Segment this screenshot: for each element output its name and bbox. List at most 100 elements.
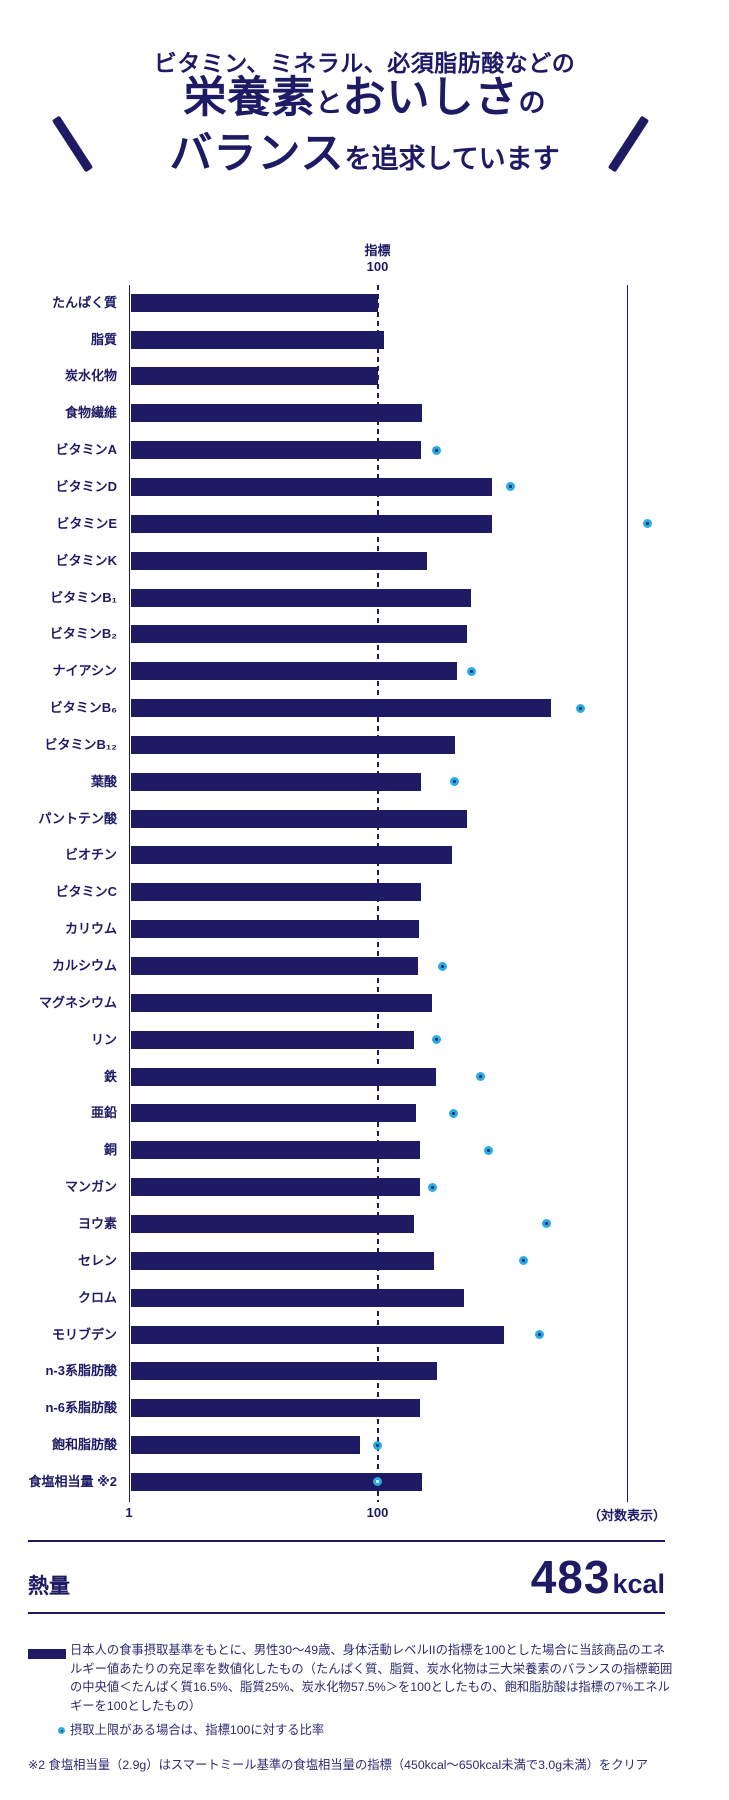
upper-limit-dot-center xyxy=(537,1333,541,1336)
energy-amount: 483kcal xyxy=(531,1550,665,1604)
upper-limit-dot xyxy=(450,777,460,787)
category-label: カリウム xyxy=(64,921,117,937)
upper-limit-dot-center xyxy=(478,1075,482,1079)
index-bar xyxy=(130,1399,420,1418)
category-label: 脂質 xyxy=(90,331,117,347)
energy-value: 483 xyxy=(530,1551,611,1603)
index-bar xyxy=(130,920,419,939)
legend-upper-limit-dot-icon xyxy=(58,1727,65,1734)
upper-limit-dot xyxy=(542,1219,552,1229)
category-label: 炭水化物 xyxy=(64,368,117,384)
title-word-nutrients: 栄養素 xyxy=(183,74,316,122)
upper-limit-dot-center xyxy=(376,1480,379,1484)
legend-bar-note-line: ルギー値あたりの充足率を数値化したもの（たんぱく質、脂質、炭水化物は三大栄養素の… xyxy=(70,1661,673,1676)
index-bar xyxy=(130,772,421,791)
category-label: ビタミンB₂ xyxy=(49,626,117,642)
index-bar xyxy=(130,662,458,681)
legend-bar-note-line: の中央値＜たんぱく質16.5%、脂質25%、炭水化物57.5%＞を100としたも… xyxy=(70,1680,670,1695)
category-label: マンガン xyxy=(64,1179,117,1195)
title-particle-no: の xyxy=(518,88,546,118)
index-bar xyxy=(130,367,378,386)
category-label: リン xyxy=(90,1031,117,1047)
category-label: ビタミンB₁ xyxy=(50,589,117,605)
reference-line-label-value: 100 xyxy=(366,259,389,274)
upper-limit-dot-center xyxy=(646,522,650,526)
category-label: ビタミンB₁₂ xyxy=(44,736,117,752)
index-bar xyxy=(130,330,384,349)
category-label: ビオチン xyxy=(64,847,117,863)
index-bar xyxy=(130,551,427,570)
upper-limit-dot xyxy=(483,1145,493,1155)
energy-unit: kcal xyxy=(612,1569,665,1599)
upper-limit-dot-center xyxy=(509,485,513,489)
index-bar xyxy=(130,1104,416,1123)
energy-divider-top xyxy=(28,1540,665,1542)
index-bar xyxy=(130,477,492,496)
upper-limit-dot xyxy=(575,703,585,713)
index-bar xyxy=(130,1362,437,1381)
index-bar xyxy=(130,699,552,718)
axis-tick-label-100: 100 xyxy=(366,1505,389,1520)
legend-bar-swatch xyxy=(28,1649,66,1659)
upper-limit-dot xyxy=(519,1256,529,1266)
index-bar xyxy=(130,441,422,460)
legend-bar-note-line: 日本人の食事摂取基準をもとに、男性30〜49歳、身体活動レベルIIの指標を100… xyxy=(70,1643,666,1657)
upper-limit-dot-center xyxy=(453,780,457,784)
upper-limit-dot-center xyxy=(440,964,444,968)
upper-limit-dot xyxy=(437,961,447,971)
axis-scale-type-label: （対数表示） xyxy=(587,1508,666,1523)
index-bar xyxy=(130,846,453,865)
index-bar xyxy=(130,1436,360,1455)
axis-left-line xyxy=(128,285,130,1502)
category-label: 鉄 xyxy=(103,1068,117,1084)
energy-divider-bottom xyxy=(28,1612,665,1614)
category-label: ヨウ素 xyxy=(77,1215,117,1231)
category-label: 食塩相当量 ※2 xyxy=(28,1473,117,1489)
title-word-balance: バランス xyxy=(169,130,345,178)
energy-row: 熱量 483kcal xyxy=(28,1550,665,1604)
reference-line-label: 指標 100 xyxy=(327,243,428,275)
upper-limit-dot-center xyxy=(578,706,582,710)
index-bar xyxy=(130,625,468,644)
index-bar xyxy=(130,514,492,533)
upper-limit-dot-center xyxy=(376,1443,379,1447)
category-label: セレン xyxy=(77,1252,117,1268)
axis-tick-label-min: 1 xyxy=(125,1505,133,1520)
index-bar xyxy=(130,588,472,607)
category-label: ビタミンC xyxy=(55,884,117,900)
index-bar xyxy=(130,957,419,975)
category-label: ビタミンE xyxy=(56,515,117,531)
category-label: カルシウム xyxy=(51,958,117,973)
category-label: パントテン酸 xyxy=(38,810,117,826)
category-label: 銅 xyxy=(103,1142,117,1158)
index-bar xyxy=(130,404,423,423)
title-main-line1: 栄養素とおいしさの xyxy=(0,70,729,136)
legend-upper-limit-note: 摂取上限がある場合は、指標100に対する比率 xyxy=(70,1723,325,1737)
category-label: ナイアシン xyxy=(52,663,117,679)
index-bar xyxy=(130,735,455,754)
index-bar xyxy=(130,1030,414,1049)
category-label: 飽和脂肪酸 xyxy=(51,1437,117,1453)
index-bar xyxy=(130,1325,505,1344)
index-bar xyxy=(130,293,378,312)
category-label: たんぱく質 xyxy=(51,294,117,310)
category-label: ビタミンK xyxy=(55,552,117,568)
index-bar xyxy=(130,1288,465,1307)
salt-footnote: ※2 食塩相当量（2.9g）はスマートミール基準の食塩相当量の指標（450kca… xyxy=(28,1758,649,1772)
index-bar xyxy=(130,883,422,902)
category-label: n-3系脂肪酸 xyxy=(45,1363,117,1379)
category-label: 食物繊維 xyxy=(64,405,117,421)
energy-label: 熱量 xyxy=(28,1575,70,1598)
category-label: n-6系脂肪酸 xyxy=(45,1400,117,1416)
title-subline: ビタミン、ミネラル、必須脂肪酸などの xyxy=(153,50,576,76)
category-label: マグネシウム xyxy=(38,994,117,1010)
index-bar xyxy=(130,1214,414,1233)
upper-limit-dot xyxy=(466,666,476,676)
legend-bar-note: 日本人の食事摂取基準をもとに、男性30〜49歳、身体活動レベルIIの指標を100… xyxy=(70,1641,672,1715)
index-bar xyxy=(130,993,433,1012)
upper-limit-dot-center xyxy=(435,448,439,452)
category-label: 亜鉛 xyxy=(90,1105,117,1121)
upper-limit-dot xyxy=(643,519,653,529)
upper-limit-dot xyxy=(534,1330,544,1339)
